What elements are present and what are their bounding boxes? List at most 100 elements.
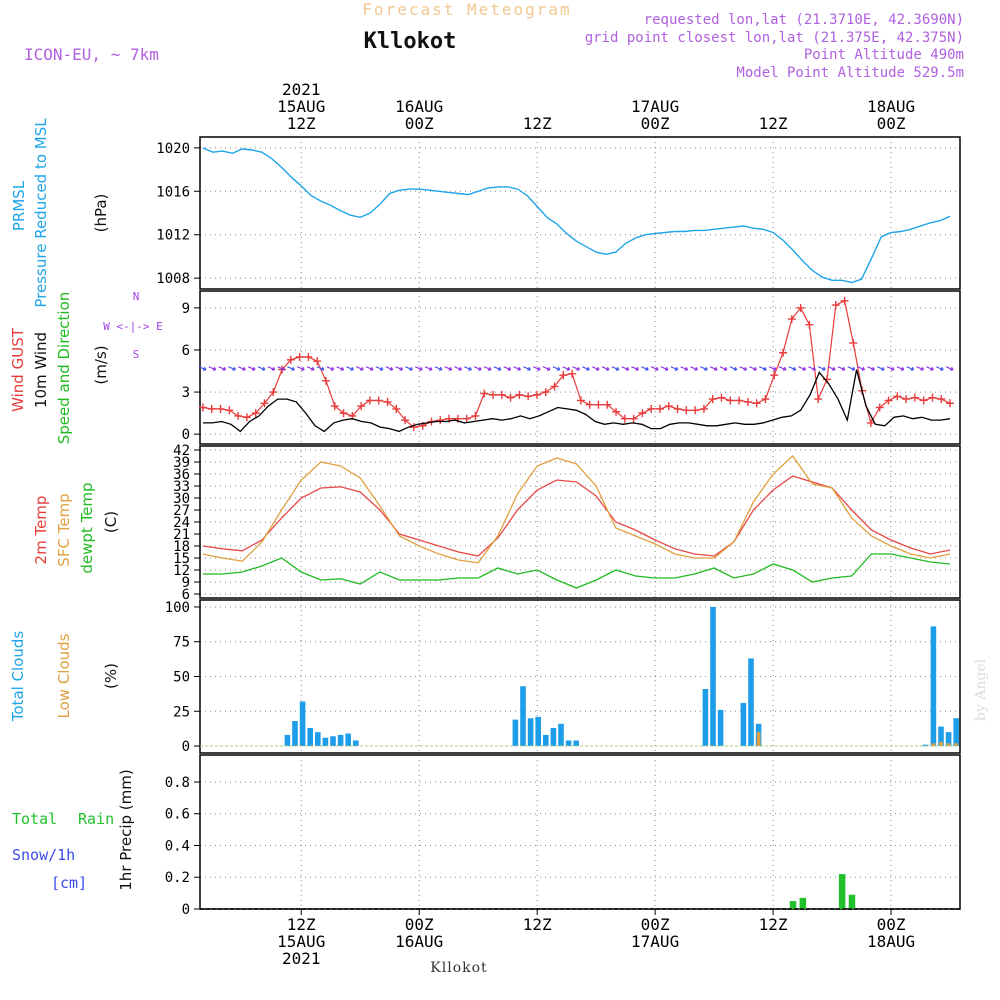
temp2m-label: 2m Temp [32,496,50,565]
panel-frame [199,136,961,290]
ytick-label: 1008 [156,271,190,287]
gust-point [286,355,295,364]
wind-direction-arrow [670,366,679,371]
time-label-bottom: 16AUG [395,932,443,951]
time-label-top: 18AUG [867,97,915,116]
footer-place: Kllokot [430,960,487,976]
total-cloud-bar [315,732,321,747]
low-clouds-label: Low Clouds [55,633,73,718]
time-label-top: 12Z [523,114,552,133]
ytick-label: 30 [173,491,190,507]
gust-point [603,400,612,409]
gust-point [752,399,761,408]
gust-point [770,371,779,380]
wind-direction-arrow [788,366,797,371]
ytick-label: 24 [173,515,190,531]
gust-point [585,400,594,409]
wind-direction-arrow [414,366,423,371]
wind-direction-arrow [297,366,305,371]
gust-point [339,409,348,418]
gust-point [717,393,726,402]
time-label-bottom: 00Z [877,915,906,934]
total-cloud-bar [535,716,541,747]
wind-direction-arrow [847,366,856,371]
wind-direction-arrow [424,366,433,371]
wind-direction-arrow [267,366,276,371]
supertitle: Forecast Meteogram [362,0,571,19]
gust-point [831,301,840,310]
model-altitude: Model Point Altitude 529.5m [736,65,964,81]
gust-point [365,396,374,405]
gust-point [313,357,322,366]
time-label-bottom: 2021 [282,949,321,968]
wind-direction-arrow [395,366,404,371]
snow-unit-label: [cm] [51,874,87,892]
gust-point [436,416,445,425]
time-label-top: 12Z [759,114,788,133]
ytick-label: 0.4 [165,838,190,854]
total-cloud-bar [543,734,549,747]
wind-direction-arrow [837,366,846,371]
wind10m-label: 10m Wind [32,332,50,408]
gust-point [383,397,392,406]
wind-direction-arrow [916,366,925,371]
total-cloud-bar [527,718,534,747]
wind-direction-arrow [464,366,472,371]
gust-point [251,409,260,418]
wind-direction-arrow [690,366,698,371]
wind-direction-arrow [818,366,826,371]
wind-direction-arrow [768,366,777,371]
requested-coords: requested lon,lat (21.3710E, 42.3690N) [644,12,964,28]
gust-point [532,390,541,399]
wind-direction-arrow [218,366,227,371]
gust-point [726,396,735,405]
wind-direction-arrow [857,366,866,371]
temp2m-line [202,475,951,557]
gust-point [664,402,673,411]
gust-point [304,352,313,361]
time-label-top: 15AUG [277,97,325,116]
total-cloud-bar [938,726,944,747]
total-cloud-bar [284,734,291,747]
wind-line [202,369,951,433]
dewpt-line [202,553,951,589]
panel-frame [199,445,961,599]
low-cloud-bar [931,743,936,747]
gust-point [893,392,902,401]
wind-unit-label: (m/s) [92,345,110,384]
gust-point [295,352,304,361]
wind-direction-arrow [228,366,236,371]
ytick-label: 18 [173,539,190,555]
rain-bar [799,897,807,909]
gust-point [796,303,805,312]
total-cloud-bar [565,740,572,747]
point-altitude: Point Altitude 490m [804,47,964,63]
wind-direction-arrow [523,366,531,371]
gust-point [629,414,638,423]
gust-point [497,390,506,399]
wind-direction-arrow [316,366,325,371]
gust-point [691,406,700,415]
compass-east-west: W <-|-> E [103,320,163,333]
wind-direction-arrow [582,366,590,371]
gust-point [612,407,621,416]
wind-direction-arrow [532,366,541,371]
precip-unit-label: 1hr Precip (mm) [117,769,135,890]
total-cloud-bar [353,740,359,747]
gust-point [515,390,524,399]
panel-pressure: 1008 1012 1016 1020 [156,136,961,290]
gust-label: Wind GUST [9,327,27,412]
gust-point [937,395,946,404]
time-label-top: 17AUG [631,97,679,116]
wind-direction-arrow [886,366,895,371]
wind-direction-arrow [749,366,757,371]
time-label-top: 00Z [877,114,906,133]
gust-point [216,404,225,413]
ytick-label: 0 [182,739,190,755]
rain-bar [789,901,797,909]
wind-direction-arrow [208,366,217,371]
rain-bar [848,894,856,909]
wind-direction-arrow [709,366,718,371]
wind-direction-arrow [405,366,413,371]
gust-point [409,423,418,432]
